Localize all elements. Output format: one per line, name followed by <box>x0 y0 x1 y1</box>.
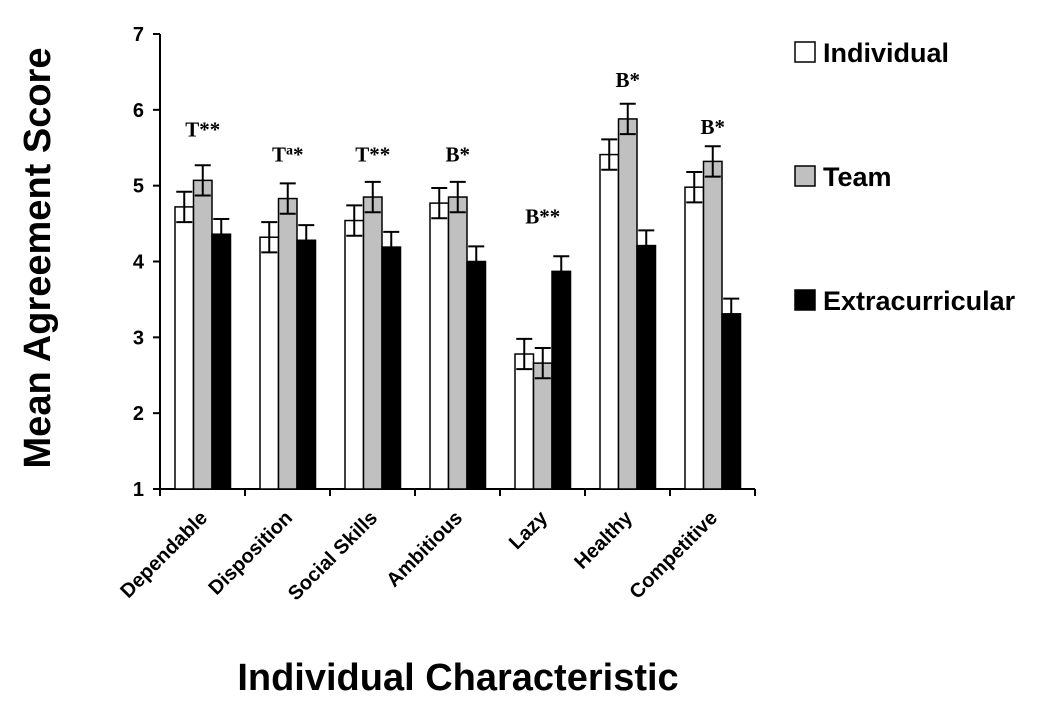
bar <box>192 179 213 490</box>
bar <box>599 153 620 490</box>
bar <box>514 353 535 490</box>
x-axis-title: Individual Characteristic <box>237 657 678 699</box>
y-tick-label: 6 <box>133 100 144 122</box>
category-label: Disposition <box>204 507 297 600</box>
significance-annotation: Ta* <box>272 142 304 166</box>
bar <box>259 236 280 490</box>
y-tick-label: 3 <box>133 327 144 349</box>
legend-swatch <box>794 289 816 311</box>
legend-label: Extracurricular <box>823 286 1016 316</box>
bar <box>684 186 705 490</box>
category-label: Healthy <box>570 506 637 573</box>
y-tick-label: 5 <box>133 176 144 198</box>
category-label: Ambitious <box>382 507 467 592</box>
significance-annotation: B* <box>615 68 640 92</box>
bar <box>381 246 402 490</box>
bar <box>532 362 553 490</box>
y-axis-ticks: 1 2 3 4 5 6 7 <box>133 24 160 501</box>
category-label: Dependable <box>116 507 212 603</box>
legend-swatch <box>794 41 816 63</box>
bar <box>721 313 742 490</box>
bar <box>429 202 450 490</box>
y-tick-label: 1 <box>133 479 144 501</box>
x-axis-ticks <box>159 489 756 496</box>
bar <box>174 206 195 490</box>
category-label: Social Skills <box>284 507 382 605</box>
bar <box>702 160 723 490</box>
significance-annotation: B* <box>700 115 725 139</box>
legend-swatch <box>794 165 816 187</box>
y-axis-title: Mean Agreement Score <box>17 48 59 469</box>
bar <box>344 219 365 490</box>
bar <box>296 239 317 490</box>
error-bars-group <box>176 102 740 380</box>
bar <box>551 270 572 490</box>
bar <box>211 233 232 490</box>
bar-series-group <box>174 118 742 490</box>
y-tick-label: 7 <box>133 24 144 46</box>
bar <box>617 118 638 490</box>
significance-annotation: B** <box>525 205 560 229</box>
significance-annotations: T** Ta* T** B* B** B* B* <box>185 68 725 229</box>
y-tick-label: 2 <box>133 403 144 425</box>
legend-label: Individual <box>823 38 949 68</box>
legend-label: Team <box>823 162 892 192</box>
significance-annotation: T** <box>185 117 220 141</box>
bar <box>466 260 487 490</box>
significance-annotation: B* <box>445 142 470 166</box>
significance-annotation: T** <box>355 142 390 166</box>
legend: Individual Team Extracurricular <box>794 38 1016 316</box>
bar <box>277 197 298 490</box>
y-tick-label: 4 <box>133 252 145 274</box>
bar <box>362 196 383 490</box>
category-label: Competitive <box>626 507 722 603</box>
bar <box>447 196 468 490</box>
category-label: Lazy <box>505 506 553 554</box>
bar <box>636 244 657 490</box>
